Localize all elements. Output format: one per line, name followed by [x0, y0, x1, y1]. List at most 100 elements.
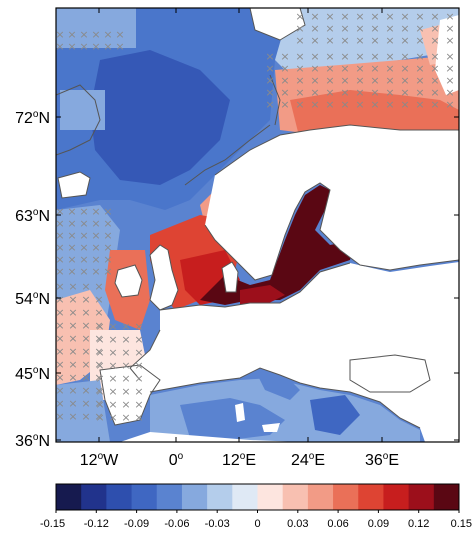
colorbar-swatch [307, 484, 334, 510]
colorbar-swatch [106, 484, 133, 510]
stipple-marker: × [81, 293, 90, 306]
stipple-marker: × [95, 346, 104, 359]
baltic-sea [200, 185, 355, 305]
sicily-land [262, 423, 280, 432]
stipple-marker: × [400, 86, 409, 99]
stipple-marker: × [108, 346, 117, 359]
stipple-marker: × [370, 22, 379, 35]
stipple-marker: × [280, 98, 289, 111]
stipple-marker: × [355, 50, 364, 63]
baltic-edge [240, 285, 285, 305]
stipple-marker: × [430, 50, 439, 63]
stipple-marker: × [445, 62, 454, 75]
stipple-marker: × [94, 319, 103, 332]
stipple-marker: × [340, 86, 349, 99]
ireland-land [115, 265, 142, 297]
north-atlantic-core [90, 50, 230, 185]
scandinavia-coastline [204, 124, 459, 281]
stipple-marker: × [121, 411, 130, 424]
stipple-marker: × [370, 34, 379, 47]
stipple-marker: × [355, 98, 364, 111]
iberia-land [100, 365, 160, 425]
stipple-marker: × [81, 332, 90, 345]
stipple-marker: × [108, 372, 117, 385]
colorbar-swatch [156, 484, 183, 510]
stipple-marker: × [79, 265, 88, 278]
stipple-marker: × [81, 358, 90, 371]
stipple-marker: × [430, 62, 439, 75]
stipple-marker: × [385, 86, 394, 99]
stipple-marker: × [79, 253, 88, 266]
stipple-marker: × [108, 320, 117, 333]
longitude-label-4-hemisphere: E [388, 452, 399, 469]
stipple-marker: × [445, 50, 454, 63]
stipple-marker: × [95, 398, 104, 411]
stipple-marker: × [325, 34, 334, 47]
stipple-marker: × [400, 22, 409, 35]
svalbard-coastline [249, 8, 306, 41]
stipple-marker: × [79, 217, 88, 230]
stipple-marker: × [280, 86, 289, 99]
stipple-marker: × [108, 385, 117, 398]
longitude-label-3-hemisphere: E [314, 452, 325, 469]
longitude-labels: 12oW 0o 12oE 24oE 36oE [80, 451, 399, 469]
stipple-marker: × [400, 34, 409, 47]
colorbar-label: -0.12 [84, 518, 109, 530]
stipple-marker: × [68, 358, 77, 371]
colorbar-label: 0.06 [327, 518, 348, 530]
colorbar-swatch [131, 484, 158, 510]
black-sea-coastline [349, 354, 431, 393]
latitude-label-3: 45oN [15, 365, 50, 383]
map-area [56, 8, 459, 442]
stipple-marker: × [385, 98, 394, 111]
stipple-marker: × [55, 410, 64, 423]
stipple-marker: × [385, 62, 394, 75]
stipple-marker: × [385, 34, 394, 47]
stipple-marker: × [445, 86, 454, 99]
longitude-label-4-degree-symbol: o [383, 451, 389, 462]
colorbar-swatch [56, 484, 82, 510]
stipple-marker: × [81, 397, 90, 410]
stipple-marker: × [55, 306, 64, 319]
stipple-marker: × [134, 372, 143, 385]
stipple-marker: × [295, 22, 304, 35]
stipple-marker: × [94, 358, 103, 371]
norwegian-shelf-contour [184, 124, 271, 186]
stipple-marker: × [79, 28, 88, 41]
stipple-marker: × [265, 74, 274, 87]
stipple-marker: × [265, 50, 274, 63]
stipple-marker: × [68, 319, 77, 332]
stipple-marker: × [355, 22, 364, 35]
stipple-marker: × [55, 293, 64, 306]
map-frame [55, 7, 460, 443]
stipple-marker: × [55, 205, 64, 218]
iceland-land [58, 172, 90, 198]
stipple-marker: × [68, 410, 77, 423]
europe-land [130, 262, 459, 442]
longitude-label-2-hemisphere: E [245, 452, 256, 469]
stipple-marker: × [385, 22, 394, 35]
colorbar-label: 0.12 [408, 518, 429, 530]
latitude-label-2-degrees: 54 [15, 291, 33, 308]
latitude-label-1: 63oN [15, 207, 50, 225]
stipple-marker: × [91, 28, 100, 41]
stipple-marker: × [55, 358, 64, 371]
stipple-marker: × [91, 217, 100, 230]
stipple-marker: × [445, 74, 454, 87]
stipple-marker: × [415, 50, 424, 63]
stipple-marker: × [370, 50, 379, 63]
stipple-marker: × [430, 22, 439, 35]
stipple-marker: × [134, 320, 143, 333]
stipple-marker: × [415, 62, 424, 75]
stipple-marker: × [370, 86, 379, 99]
stipple-marker: × [370, 74, 379, 87]
stipple-marker: × [67, 265, 76, 278]
longitude-label-3-degree-symbol: o [309, 451, 315, 462]
stipple-marker: × [121, 346, 130, 359]
colorbar-swatch [333, 484, 359, 510]
stipple-layer: × × × × × × × × × × × × × × × × × × × × × × × × × × × × × × × × × × × × × × × ×… [55, 10, 455, 424]
stipple-marker: × [340, 22, 349, 35]
latitude-label-0-degrees: 72 [15, 110, 33, 127]
stipple-marker: × [55, 229, 64, 242]
stipple-marker: × [295, 34, 304, 47]
